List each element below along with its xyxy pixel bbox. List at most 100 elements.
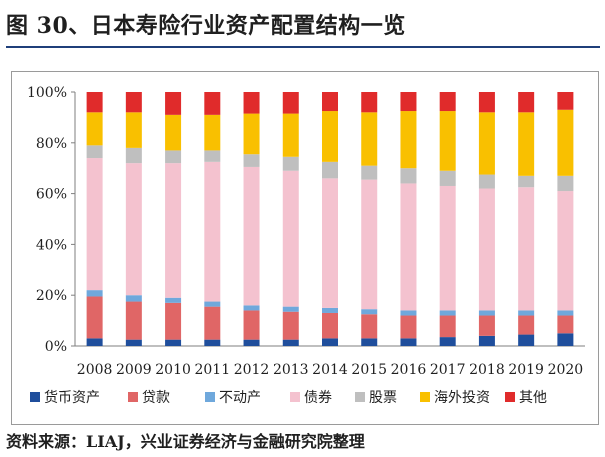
- y-tick-label: 0%: [45, 339, 67, 355]
- x-tick-label: 2011: [194, 362, 230, 378]
- legend-label: 其他: [519, 390, 547, 406]
- bar-segment-2017-5: [439, 170, 456, 186]
- y-tick-label: 100%: [27, 85, 67, 101]
- bars-layer: [86, 92, 574, 346]
- bar-segment-2008-1: [86, 338, 103, 346]
- x-tick-label: 2013: [273, 362, 309, 378]
- bar-segment-2019-1: [518, 334, 535, 346]
- legend-label: 不动产: [219, 390, 261, 406]
- bar-segment-2009-4: [125, 163, 142, 296]
- bar-segment-2015-4: [361, 179, 378, 310]
- bar-segment-2014-7: [322, 92, 338, 112]
- bar-segment-2014-3: [322, 307, 338, 313]
- title-divider: [6, 46, 600, 48]
- bar-segment-2017-4: [439, 185, 456, 311]
- bar-segment-2013-7: [282, 92, 299, 114]
- bar-segment-2008-2: [86, 296, 103, 339]
- bar-segment-2009-5: [125, 147, 142, 164]
- bar-segment-2011-7: [204, 92, 221, 115]
- y-tick-label: 20%: [36, 288, 67, 304]
- bar-segment-2011-2: [204, 306, 221, 340]
- x-tick-label: 2015: [351, 362, 387, 378]
- bar-segment-2011-6: [204, 114, 221, 151]
- legend-swatch: [420, 392, 430, 402]
- bar-segment-2020-7: [557, 92, 574, 110]
- bar-segment-2019-5: [518, 175, 535, 188]
- bar-segment-2019-6: [518, 112, 535, 176]
- bar-segment-2018-6: [478, 112, 495, 175]
- bar-segment-2013-6: [282, 113, 299, 157]
- bar-segment-2016-6: [400, 111, 417, 169]
- bar-segment-2018-4: [478, 188, 495, 311]
- bar-segment-2016-2: [400, 315, 417, 339]
- chart-frame: [11, 71, 599, 425]
- bar-segment-2016-1: [400, 338, 417, 346]
- bar-segment-2009-1: [125, 339, 142, 346]
- bar-segment-2014-6: [322, 111, 338, 162]
- bar-segment-2018-5: [478, 174, 495, 189]
- bar-segment-2013-1: [282, 339, 299, 346]
- legend-swatch: [505, 392, 515, 402]
- bar-segment-2009-6: [125, 112, 142, 148]
- bar-segment-2015-5: [361, 165, 378, 180]
- bar-segment-2013-5: [282, 156, 299, 171]
- bar-segment-2011-5: [204, 150, 221, 162]
- legend-swatch: [355, 392, 365, 402]
- bar-segment-2020-6: [557, 109, 574, 176]
- x-tick-label: 2014: [312, 362, 348, 378]
- bar-segment-2014-4: [322, 178, 338, 308]
- bar-segment-2016-3: [400, 310, 417, 316]
- legend: 货币资产 贷款 不动产 债券 股票 海外投资 其他: [30, 389, 547, 406]
- x-tick-label: 2018: [469, 362, 505, 378]
- bar-segment-2016-5: [400, 168, 417, 184]
- x-tick-label: 2008: [77, 362, 113, 378]
- bar-segment-2012-4: [243, 166, 260, 306]
- bar-segment-2012-3: [243, 305, 260, 311]
- bar-segment-2013-4: [282, 170, 299, 307]
- bar-segment-2008-5: [86, 145, 103, 159]
- bar-segment-2018-2: [478, 315, 495, 336]
- bar-segment-2020-2: [557, 315, 574, 334]
- bar-segment-2010-5: [165, 150, 182, 164]
- y-tick-label: 40%: [36, 237, 67, 253]
- x-tick-label: 2016: [391, 362, 427, 378]
- bar-segment-2019-2: [518, 315, 535, 335]
- legend-label: 债券: [304, 390, 332, 406]
- legend-label: 股票: [369, 390, 397, 406]
- bar-segment-2008-7: [86, 92, 103, 113]
- bar-segment-2015-1: [361, 338, 378, 346]
- x-tick-label: 2012: [234, 362, 270, 378]
- x-tick-label: 2010: [155, 362, 191, 378]
- y-tick-label: 80%: [36, 136, 67, 152]
- x-tick-label: 2020: [548, 362, 584, 378]
- bar-segment-2016-7: [400, 92, 417, 112]
- bar-segment-2015-2: [361, 314, 378, 339]
- bar-segment-2009-3: [125, 295, 142, 302]
- x-tick-label: 2017: [430, 362, 466, 378]
- bar-segment-2019-4: [518, 187, 535, 311]
- legend-label: 贷款: [142, 390, 170, 406]
- bar-segment-2015-3: [361, 309, 378, 315]
- bar-segment-2012-5: [243, 154, 260, 167]
- bar-segment-2020-5: [557, 175, 574, 192]
- bar-segment-2020-1: [557, 333, 574, 346]
- bar-segment-2020-3: [557, 310, 574, 316]
- bar-segment-2008-6: [86, 112, 103, 146]
- bar-segment-2011-1: [204, 339, 221, 346]
- bar-segment-2017-1: [439, 337, 456, 346]
- bar-segment-2014-1: [322, 338, 338, 346]
- bar-segment-2017-3: [439, 310, 456, 316]
- bar-segment-2012-7: [243, 92, 260, 114]
- bar-segment-2014-2: [322, 312, 338, 339]
- bar-segment-2010-1: [165, 339, 182, 346]
- bar-segment-2011-4: [204, 161, 221, 302]
- legend-swatch: [205, 392, 215, 402]
- bar-segment-2019-7: [518, 92, 535, 113]
- bar-segment-2008-4: [86, 158, 103, 291]
- bar-segment-2010-7: [165, 92, 182, 115]
- bar-segment-2019-3: [518, 310, 535, 316]
- y-tick-label: 60%: [36, 187, 67, 203]
- bar-segment-2013-3: [282, 306, 299, 312]
- bar-segment-2010-3: [165, 297, 182, 303]
- bar-segment-2020-4: [557, 191, 574, 311]
